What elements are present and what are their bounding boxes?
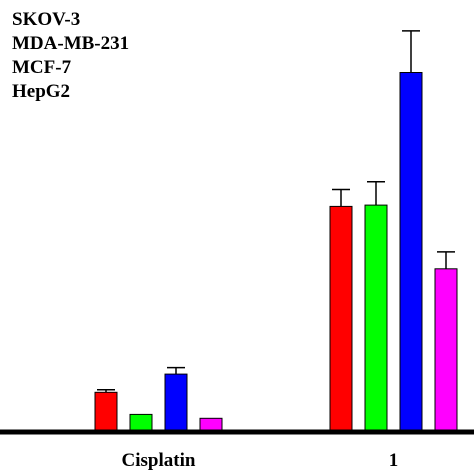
- bar-2-0: [164, 373, 188, 431]
- bar-0-1: [329, 205, 353, 431]
- error-bars-group: [97, 30, 455, 393]
- x-tick-label-0: Cisplatin: [122, 450, 196, 471]
- bar-1-0: [129, 413, 153, 431]
- legend: SKOV-3 MDA-MB-231 MCF-7 HepG2: [12, 9, 129, 102]
- bar-1-1: [364, 204, 388, 431]
- bar-2-1: [399, 72, 423, 431]
- legend-item-mcf-7: MCF-7: [12, 57, 72, 78]
- bar-0-0: [94, 391, 118, 431]
- x-tick-label-1: 1: [389, 450, 399, 471]
- legend-item-skov-3: SKOV-3: [12, 9, 80, 30]
- bar-3-0: [199, 417, 223, 431]
- legend-item-mda-mb-231: MDA-MB-231: [12, 33, 129, 54]
- x-tick-labels: Cisplatin 1: [122, 450, 399, 471]
- bars-group: [94, 72, 458, 431]
- legend-item-hepg2: HepG2: [12, 81, 70, 102]
- bar-3-1: [434, 268, 458, 431]
